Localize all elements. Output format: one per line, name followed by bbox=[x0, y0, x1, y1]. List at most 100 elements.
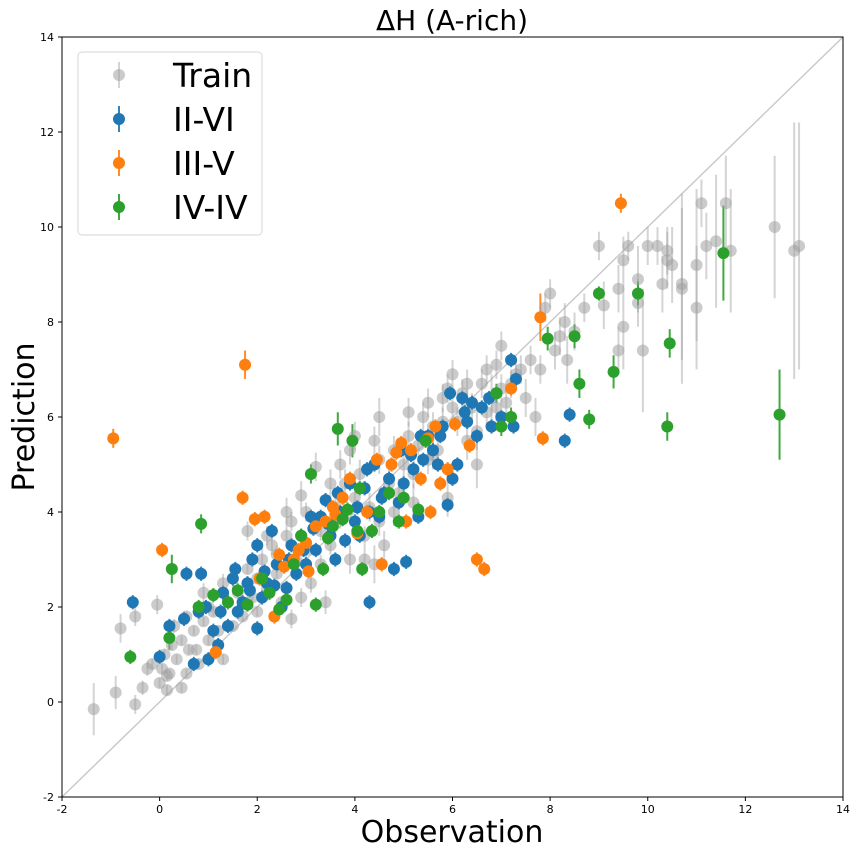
train-point bbox=[793, 240, 806, 252]
iv-iv-point bbox=[163, 631, 176, 644]
identity-line-layer bbox=[61, 36, 844, 798]
train-point bbox=[197, 615, 210, 628]
iii-v-point bbox=[258, 510, 271, 523]
train-point bbox=[661, 244, 674, 257]
ii-vi-point bbox=[558, 434, 571, 447]
legend: Train II-VI III-V IV-IV bbox=[77, 51, 263, 236]
iv-iv-point bbox=[280, 593, 293, 606]
iii-v-point bbox=[375, 558, 388, 571]
ii-vi-point bbox=[400, 555, 413, 568]
iii-v-point bbox=[424, 506, 437, 518]
iv-iv-point bbox=[256, 572, 269, 585]
train-point bbox=[343, 553, 356, 566]
iv-iv-point bbox=[592, 287, 605, 300]
y-tick-label: 10 bbox=[40, 221, 54, 234]
train-point bbox=[295, 489, 308, 502]
iii-v-point bbox=[239, 358, 252, 371]
data-point-layer bbox=[87, 197, 806, 716]
y-tick-label: 0 bbox=[47, 696, 54, 709]
ii-vi-point bbox=[431, 458, 444, 471]
iv-iv-point bbox=[392, 515, 405, 528]
train-point bbox=[578, 301, 591, 314]
iv-iv-point bbox=[373, 506, 386, 518]
train-point bbox=[160, 669, 173, 682]
train-point bbox=[187, 624, 200, 637]
train-point bbox=[700, 240, 713, 252]
ii-vi-point bbox=[507, 420, 520, 433]
x-tick-label: 6 bbox=[449, 803, 456, 816]
iv-iv-point bbox=[412, 503, 425, 516]
train-point bbox=[612, 282, 625, 295]
train-point bbox=[617, 254, 630, 267]
iii-v-point bbox=[156, 544, 169, 556]
ii-vi-point bbox=[363, 596, 376, 609]
train-point bbox=[87, 703, 100, 716]
ii-vi-point bbox=[329, 553, 342, 566]
train-point bbox=[334, 458, 347, 471]
y-tick-label: 8 bbox=[47, 316, 54, 329]
iii-v-point bbox=[370, 453, 383, 466]
iii-v-point bbox=[343, 472, 356, 485]
train-point bbox=[470, 458, 483, 471]
iii-v-point bbox=[470, 553, 483, 566]
iv-iv-point bbox=[490, 387, 503, 400]
train-point bbox=[180, 667, 193, 680]
train-point bbox=[597, 299, 610, 312]
iii-v-point bbox=[448, 418, 461, 431]
ii-vi-point bbox=[280, 582, 293, 594]
train-point bbox=[285, 515, 298, 528]
train-point bbox=[402, 406, 415, 419]
ii-vi-point bbox=[231, 605, 244, 618]
train-point bbox=[319, 596, 332, 609]
iii-v-point bbox=[478, 563, 491, 575]
train-point bbox=[251, 605, 264, 618]
ii-vi-point bbox=[451, 458, 464, 471]
iv-iv-point bbox=[661, 420, 674, 433]
x-tick-label: 4 bbox=[351, 803, 358, 816]
iv-iv-point bbox=[419, 434, 432, 447]
iv-iv-point bbox=[331, 422, 344, 435]
ii-vi-point bbox=[126, 596, 139, 609]
iii-v-point bbox=[405, 444, 418, 457]
ii-vi-point bbox=[505, 354, 518, 366]
iii-v-point bbox=[429, 420, 442, 433]
ii-vi-point bbox=[456, 392, 469, 404]
train-point bbox=[690, 259, 703, 271]
iv-iv-point bbox=[773, 408, 786, 421]
iv-iv-point bbox=[356, 563, 369, 575]
identity-line bbox=[61, 36, 844, 798]
iv-iv-point bbox=[304, 468, 317, 480]
train-point bbox=[710, 235, 723, 248]
ii-vi-point bbox=[246, 553, 259, 566]
train-point bbox=[378, 539, 391, 552]
iv-iv-point bbox=[383, 487, 396, 499]
y-tick-label: 14 bbox=[40, 31, 54, 44]
x-tick-label: 14 bbox=[836, 803, 850, 816]
train-point bbox=[295, 591, 308, 604]
iv-iv-point bbox=[336, 513, 349, 526]
train-point bbox=[373, 411, 386, 423]
train-point bbox=[241, 563, 254, 575]
iv-iv-point bbox=[207, 589, 220, 602]
train-point bbox=[265, 539, 278, 552]
ii-vi-point bbox=[214, 605, 227, 618]
train-point bbox=[324, 477, 337, 490]
iv-iv-point bbox=[165, 563, 178, 575]
iv-iv-point bbox=[221, 596, 234, 609]
train-point bbox=[170, 653, 183, 666]
train-point bbox=[617, 320, 630, 333]
iii-v-point bbox=[236, 491, 249, 504]
ii-vi-point bbox=[309, 544, 322, 556]
x-tick-label: -2 bbox=[57, 803, 68, 816]
ii-vi-point bbox=[187, 658, 200, 670]
train-point bbox=[446, 401, 459, 414]
ii-vi-point bbox=[461, 415, 474, 428]
iii-v-point bbox=[505, 382, 518, 395]
ii-vi-point bbox=[339, 534, 352, 547]
iii-v-point bbox=[414, 472, 427, 485]
ii-vi-point bbox=[495, 411, 508, 423]
train-point bbox=[136, 681, 149, 694]
x-axis-ticks: -2 0 2 4 6 8 10 12 14 bbox=[57, 797, 850, 816]
train-point bbox=[480, 363, 493, 376]
iii-v-point bbox=[434, 477, 447, 490]
